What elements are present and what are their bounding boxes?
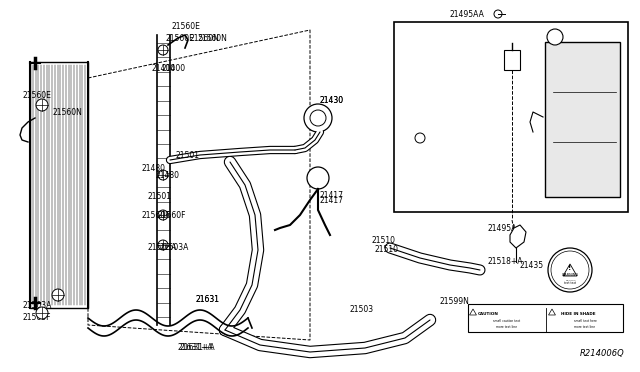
Text: 21430: 21430 — [320, 96, 344, 105]
Circle shape — [52, 289, 64, 301]
Text: !: ! — [568, 265, 572, 271]
Text: 21560E: 21560E — [22, 90, 51, 99]
Text: ______: ______ — [564, 277, 575, 281]
Text: 21501: 21501 — [175, 151, 199, 160]
Circle shape — [415, 133, 425, 143]
Text: 21400: 21400 — [152, 64, 176, 73]
Circle shape — [548, 248, 592, 292]
Circle shape — [158, 240, 168, 250]
Text: more text line: more text line — [575, 325, 596, 329]
Text: text text: text text — [564, 281, 576, 285]
Text: 21631+A: 21631+A — [178, 343, 214, 353]
Text: 21712N: 21712N — [545, 33, 575, 42]
Text: 21417: 21417 — [320, 190, 344, 199]
Text: 21515: 21515 — [420, 33, 444, 42]
Text: 21503A: 21503A — [148, 244, 177, 253]
Text: 21721: 21721 — [545, 86, 569, 94]
Text: 21510: 21510 — [375, 246, 399, 254]
Circle shape — [494, 10, 502, 18]
Text: 21560N: 21560N — [52, 108, 82, 116]
Circle shape — [307, 167, 329, 189]
Bar — [545, 42, 620, 197]
Text: 21560E: 21560E — [172, 22, 201, 31]
Bar — [504, 50, 520, 70]
Text: 21518+A: 21518+A — [488, 257, 524, 266]
Text: WARNING: WARNING — [561, 273, 579, 277]
Bar — [30, 62, 88, 308]
Text: CAUTION: CAUTION — [477, 312, 499, 316]
Circle shape — [158, 210, 168, 220]
Text: HIDE IN SHADE: HIDE IN SHADE — [561, 312, 595, 316]
Text: 21515E: 21515E — [400, 144, 429, 153]
Text: 21560N: 21560N — [190, 33, 220, 42]
Polygon shape — [510, 225, 526, 248]
Text: 21515E: 21515E — [400, 77, 429, 87]
Text: 21631+A: 21631+A — [180, 343, 216, 353]
Text: 21560F: 21560F — [22, 314, 51, 323]
Text: 21510: 21510 — [372, 235, 396, 244]
Circle shape — [304, 104, 332, 132]
Text: R214006Q: R214006Q — [580, 349, 625, 358]
Text: 21631: 21631 — [195, 295, 219, 305]
Text: more text line: more text line — [497, 325, 518, 329]
Text: 21480: 21480 — [155, 170, 179, 180]
Text: 21417: 21417 — [320, 196, 344, 205]
Text: small caution text: small caution text — [493, 319, 520, 323]
Circle shape — [158, 170, 168, 180]
Text: 21495AA: 21495AA — [450, 10, 485, 19]
Text: 21495A: 21495A — [488, 224, 517, 232]
Text: small text here: small text here — [573, 319, 596, 323]
Text: 21430: 21430 — [320, 96, 344, 105]
Text: 21503A: 21503A — [22, 301, 51, 310]
Circle shape — [158, 45, 168, 55]
Bar — [468, 304, 623, 332]
Text: 21631: 21631 — [195, 295, 219, 305]
Polygon shape — [563, 264, 577, 276]
Text: 21480: 21480 — [142, 164, 166, 173]
Text: 21400: 21400 — [162, 64, 186, 73]
Text: 21560N: 21560N — [197, 33, 227, 42]
Text: 21560F: 21560F — [158, 211, 186, 219]
Circle shape — [551, 251, 589, 289]
Circle shape — [36, 307, 48, 319]
Text: 21518: 21518 — [505, 33, 529, 42]
Circle shape — [310, 110, 326, 126]
Text: 21501: 21501 — [148, 192, 172, 201]
Text: 21560E: 21560E — [165, 33, 194, 42]
Circle shape — [36, 99, 48, 111]
Circle shape — [547, 29, 563, 45]
Text: 21503A: 21503A — [160, 244, 189, 253]
Text: 21599N: 21599N — [440, 298, 470, 307]
Text: 21560F: 21560F — [142, 211, 170, 219]
Text: 21503: 21503 — [350, 305, 374, 314]
Bar — [394, 22, 628, 212]
Text: 21435: 21435 — [520, 260, 544, 269]
